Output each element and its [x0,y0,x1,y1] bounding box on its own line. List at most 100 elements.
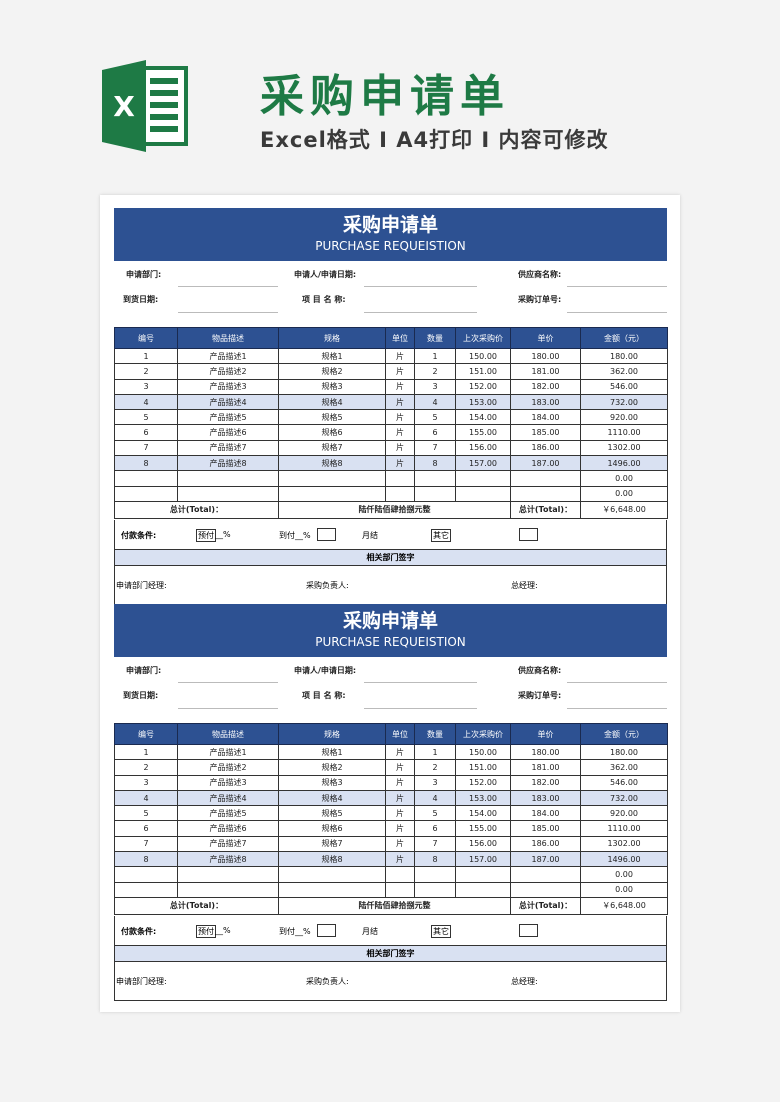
table-cell[interactable]: 732.00 [580,393,668,411]
table-cell[interactable]: 732.00 [580,789,668,807]
table-cell[interactable] [455,881,511,898]
table-cell[interactable]: 181.00 [510,363,581,380]
table-cell[interactable]: 片 [385,455,415,472]
table-cell[interactable]: 4 [414,393,456,411]
table-cell[interactable]: 184.00 [510,805,581,822]
table-cell[interactable]: 规格1 [278,347,386,365]
table-cell[interactable]: 0.00 [580,485,668,502]
table-cell[interactable]: 片 [385,439,415,457]
table-cell[interactable]: 546.00 [580,378,668,395]
dept-field[interactable] [178,682,278,683]
table-cell[interactable]: 8 [114,455,178,472]
arrival-date-field[interactable] [178,312,278,313]
table-cell[interactable]: 产品描述1 [177,347,279,365]
table-cell[interactable]: 183.00 [510,789,581,807]
table-cell[interactable]: 规格2 [278,759,386,776]
table-cell[interactable]: 156.00 [455,835,511,853]
table-cell[interactable]: 154.00 [455,409,511,426]
on-arrival-checkbox[interactable] [317,924,336,937]
table-cell[interactable] [455,485,511,502]
table-cell[interactable]: 2 [114,759,178,776]
table-cell[interactable]: 产品描述4 [177,393,279,411]
table-cell[interactable]: 155.00 [455,424,511,441]
table-cell[interactable]: 规格1 [278,743,386,761]
table-cell[interactable]: 产品描述1 [177,743,279,761]
on-arrival-checkbox[interactable] [317,528,336,541]
table-cell[interactable]: 153.00 [455,393,511,411]
table-cell[interactable] [385,881,415,898]
table-cell[interactable]: 1302.00 [580,835,668,853]
table-cell[interactable]: 5 [414,805,456,822]
table-cell[interactable] [278,881,386,898]
other-input-box[interactable] [519,924,538,937]
table-cell[interactable]: 5 [114,409,178,426]
table-cell[interactable]: 8 [114,851,178,868]
other-checkbox[interactable]: 其它 [431,925,451,938]
table-cell[interactable]: 150.00 [455,743,511,761]
table-cell[interactable]: 5 [114,805,178,822]
table-cell[interactable] [114,866,178,883]
table-cell[interactable]: 180.00 [580,743,668,761]
dept-field[interactable] [178,286,278,287]
table-cell[interactable]: 4 [114,393,178,411]
table-cell[interactable] [385,470,415,487]
table-cell[interactable]: 规格4 [278,789,386,807]
table-cell[interactable] [455,866,511,883]
table-cell[interactable]: 157.00 [455,455,511,472]
table-cell[interactable]: 规格6 [278,424,386,441]
table-cell[interactable] [510,485,581,502]
table-cell[interactable]: 0.00 [580,881,668,898]
table-cell[interactable] [455,470,511,487]
table-cell[interactable]: 183.00 [510,393,581,411]
table-cell[interactable] [510,470,581,487]
table-cell[interactable]: 片 [385,743,415,761]
table-cell[interactable] [114,881,178,898]
table-cell[interactable]: 0.00 [580,470,668,487]
table-cell[interactable]: 片 [385,820,415,837]
table-cell[interactable]: 4 [114,789,178,807]
other-input-box[interactable] [519,528,538,541]
table-cell[interactable]: 3 [114,774,178,791]
table-cell[interactable]: 产品描述3 [177,774,279,791]
table-cell[interactable]: 产品描述8 [177,851,279,868]
table-cell[interactable]: 1 [414,743,456,761]
table-cell[interactable]: 片 [385,347,415,365]
table-cell[interactable]: 规格4 [278,393,386,411]
table-cell[interactable]: 产品描述7 [177,439,279,457]
table-cell[interactable] [177,866,279,883]
table-cell[interactable]: 5 [414,409,456,426]
table-cell[interactable]: 规格7 [278,439,386,457]
table-cell[interactable]: 片 [385,835,415,853]
table-cell[interactable]: 184.00 [510,409,581,426]
table-cell[interactable]: 片 [385,759,415,776]
table-cell[interactable]: 180.00 [510,347,581,365]
other-checkbox[interactable]: 其它 [431,529,451,542]
prepay-checkbox[interactable]: 预付 [196,925,216,938]
table-cell[interactable]: 1110.00 [580,820,668,837]
table-cell[interactable]: 产品描述6 [177,820,279,837]
table-cell[interactable]: 片 [385,424,415,441]
order-no-field[interactable] [567,708,667,709]
arrival-date-field[interactable] [178,708,278,709]
table-cell[interactable]: 182.00 [510,378,581,395]
table-cell[interactable] [114,485,178,502]
table-cell[interactable] [414,881,456,898]
table-cell[interactable]: 187.00 [510,851,581,868]
table-cell[interactable]: 1110.00 [580,424,668,441]
table-cell[interactable]: 154.00 [455,805,511,822]
table-cell[interactable]: 2 [414,759,456,776]
table-cell[interactable]: 规格8 [278,851,386,868]
table-cell[interactable]: 1496.00 [580,851,668,868]
table-cell[interactable]: 片 [385,851,415,868]
table-cell[interactable]: 产品描述4 [177,789,279,807]
table-cell[interactable] [177,485,279,502]
table-cell[interactable]: 片 [385,363,415,380]
table-cell[interactable]: 产品描述5 [177,805,279,822]
table-cell[interactable]: 0.00 [580,866,668,883]
table-cell[interactable]: 152.00 [455,774,511,791]
table-cell[interactable]: 片 [385,789,415,807]
table-cell[interactable]: 规格7 [278,835,386,853]
table-cell[interactable]: 6 [114,820,178,837]
table-cell[interactable]: 3 [414,378,456,395]
table-cell[interactable] [278,470,386,487]
